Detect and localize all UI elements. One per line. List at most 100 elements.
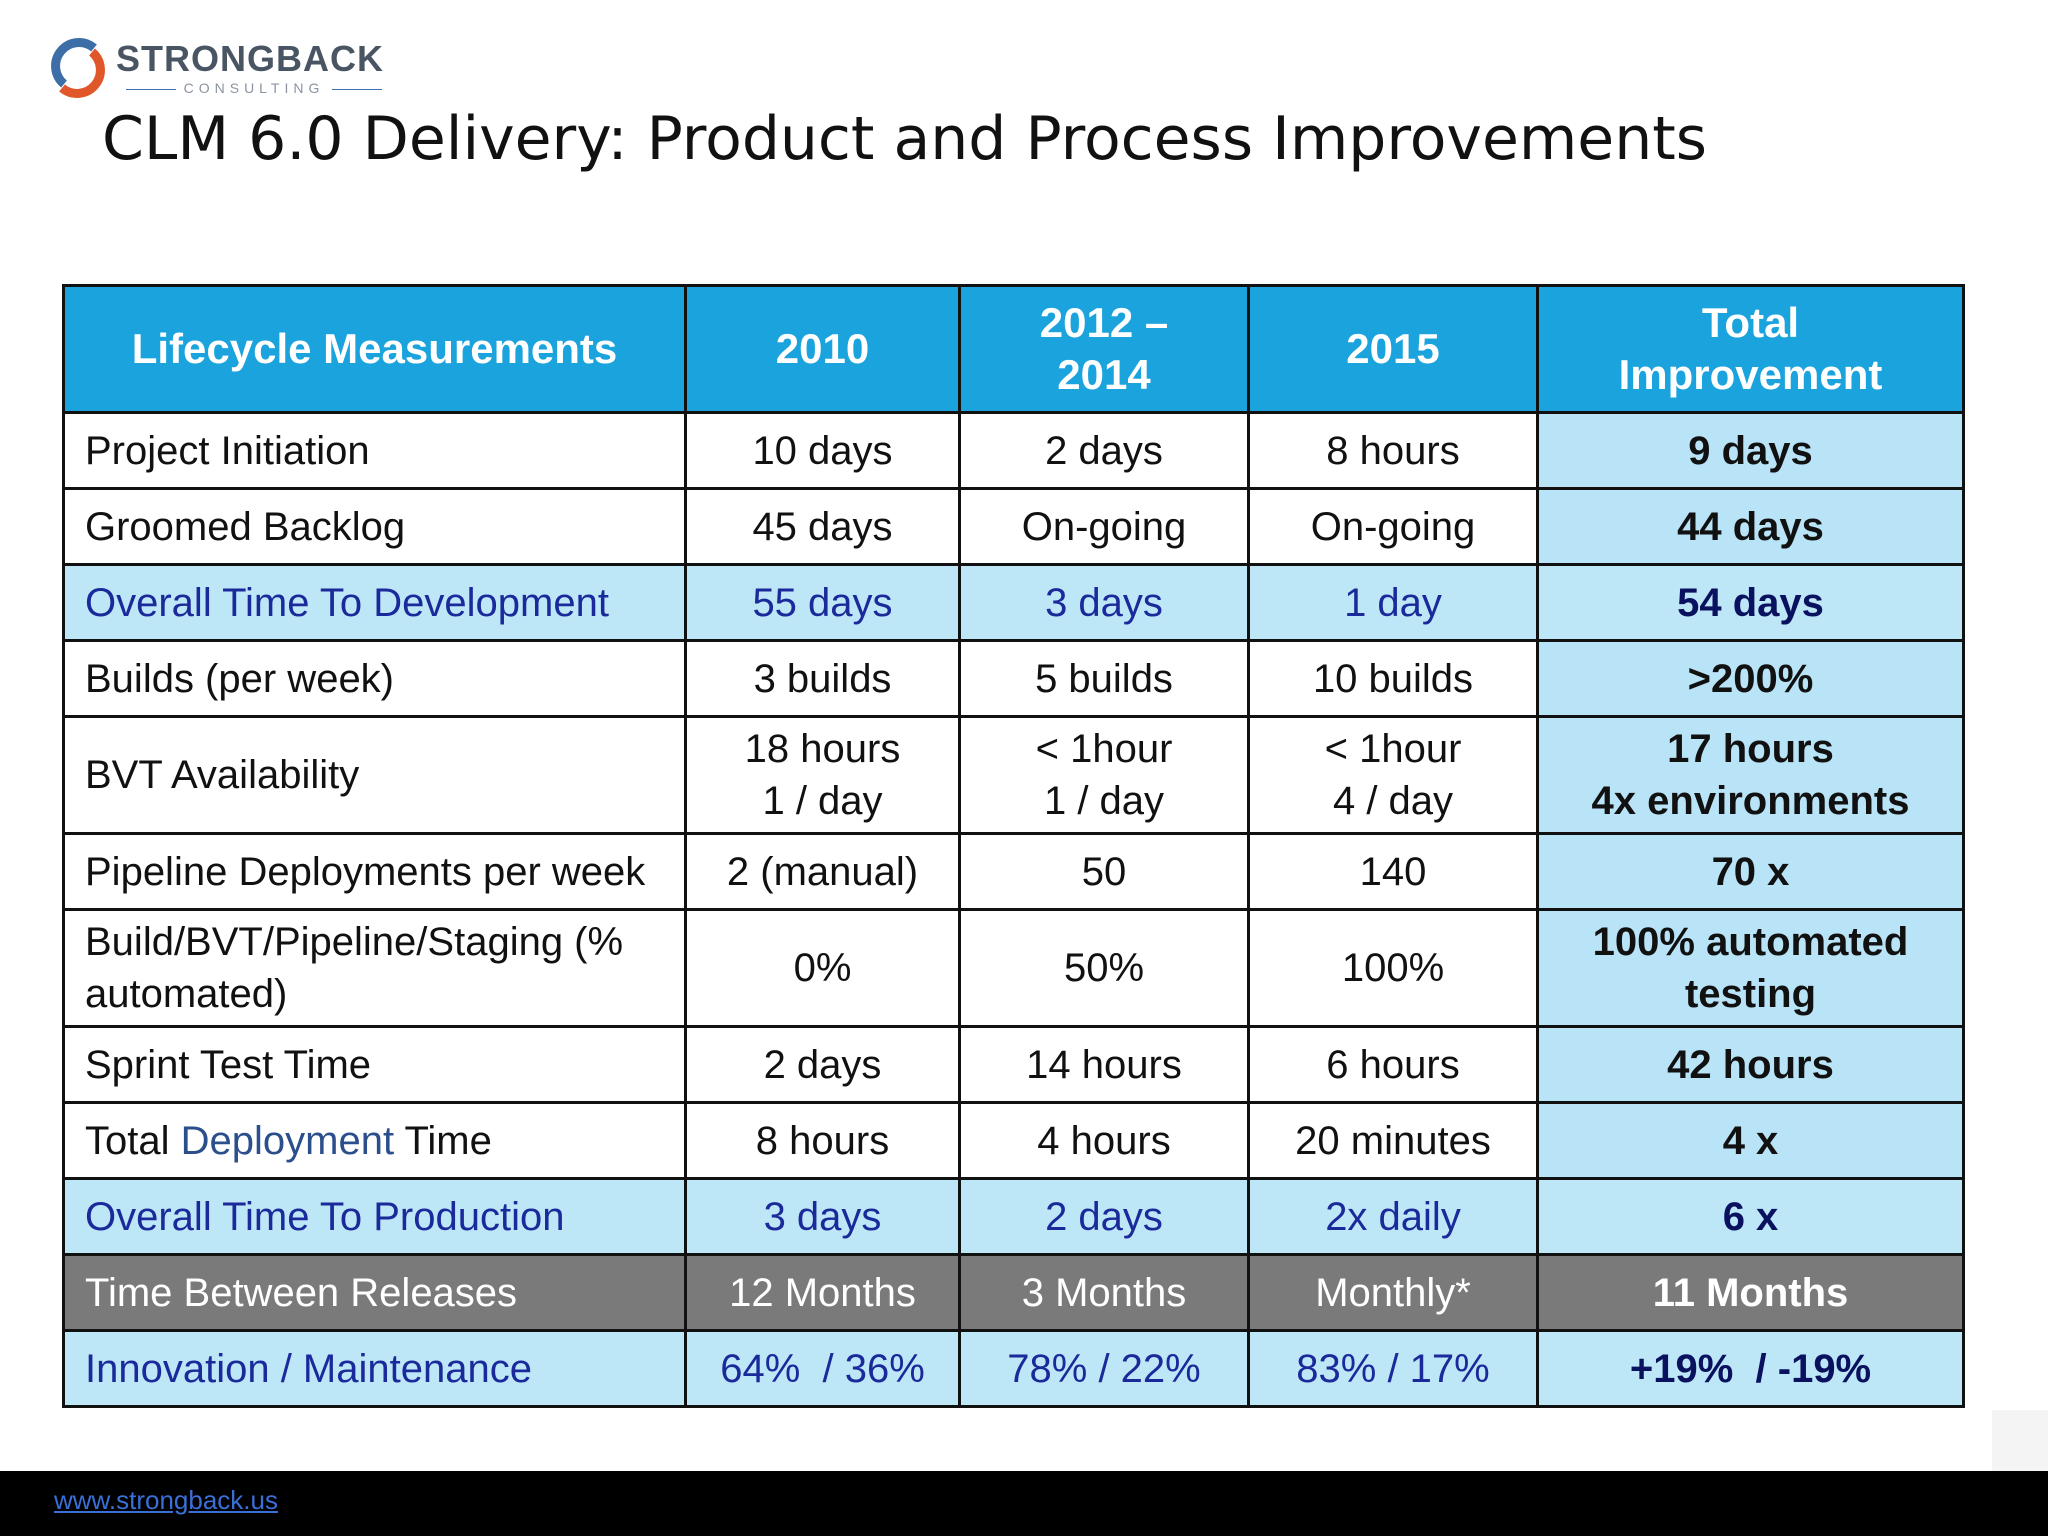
cell-2015: 140 xyxy=(1247,832,1539,911)
company-logo: STRONGBACK CONSULTING xyxy=(50,34,410,104)
cell-2015: 2x daily xyxy=(1247,1177,1539,1256)
cell-total: 100% automated testing xyxy=(1536,908,1965,1028)
logo-name: STRONGBACK xyxy=(116,38,384,79)
header-lifecycle: Lifecycle Measurements xyxy=(62,284,687,414)
footer-bar: www.strongback.us xyxy=(0,1471,2048,1536)
row-label: Overall Time To Development xyxy=(62,563,687,642)
row-label: BVT Availability xyxy=(62,715,687,835)
cell-total: 6 x xyxy=(1536,1177,1965,1256)
cell-2010: 18 hours 1 / day xyxy=(684,715,961,835)
cell-2015: < 1hour 4 / day xyxy=(1247,715,1539,835)
header-2012-2014-label: 2012 – 2014 xyxy=(1039,299,1169,398)
label-part: Total xyxy=(85,1118,170,1163)
strongback-logo-icon xyxy=(51,38,105,98)
header-total-improvement: Total Improvement xyxy=(1536,284,1965,414)
cell-total: 4 x xyxy=(1536,1101,1965,1180)
cell-2010: 12 Months xyxy=(684,1253,961,1332)
cell-2012-2014: 4 hours xyxy=(958,1101,1250,1180)
cell-2012-2014: 14 hours xyxy=(958,1025,1250,1104)
cell-2012-2014: 5 builds xyxy=(958,639,1250,718)
header-total-label: Total Improvement xyxy=(1618,299,1883,398)
cell-2015: Monthly* xyxy=(1247,1253,1539,1332)
table-row-highlight: Innovation / Maintenance 64% / 36% 78% /… xyxy=(62,1329,1965,1408)
cell-2015: 100% xyxy=(1247,908,1539,1028)
logo-subtitle: CONSULTING xyxy=(116,80,392,96)
cell-2015: 10 builds xyxy=(1247,639,1539,718)
label-part: Time xyxy=(404,1118,492,1163)
cell-2012-2014: 50 xyxy=(958,832,1250,911)
row-label: Total Deployment Time xyxy=(62,1101,687,1180)
table-row: Pipeline Deployments per week 2 (manual)… xyxy=(62,832,1965,911)
cell-2012-2014: 3 Months xyxy=(958,1253,1250,1332)
row-label: Sprint Test Time xyxy=(62,1025,687,1104)
table-row-highlight: Overall Time To Production 3 days 2 days… xyxy=(62,1177,1965,1256)
cell-2015: 6 hours xyxy=(1247,1025,1539,1104)
label-part-highlight: Deployment xyxy=(180,1118,395,1163)
cell-2015: 8 hours xyxy=(1247,411,1539,490)
cell-line: 18 hours xyxy=(744,727,901,771)
table-row: Builds (per week) 3 builds 5 builds 10 b… xyxy=(62,639,1965,718)
cell-line: 1 / day xyxy=(762,779,883,823)
cell-total: >200% xyxy=(1536,639,1965,718)
cell-2010: 3 builds xyxy=(684,639,961,718)
cell-2012-2014: 78% / 22% xyxy=(958,1329,1250,1408)
table-row: Total Deployment Time 8 hours 4 hours 20… xyxy=(62,1101,1965,1180)
cell-2010: 0% xyxy=(684,908,961,1028)
cell-line: 1 / day xyxy=(1043,779,1165,823)
cell-total: 44 days xyxy=(1536,487,1965,566)
cell-2012-2014: On-going xyxy=(958,487,1250,566)
cell-2010: 10 days xyxy=(684,411,961,490)
cell-total: 17 hours 4x environments xyxy=(1536,715,1965,835)
cell-total: 9 days xyxy=(1536,411,1965,490)
table-row: Groomed Backlog 45 days On-going On-goin… xyxy=(62,487,1965,566)
row-label: Project Initiation xyxy=(62,411,687,490)
cell-line: 17 hours xyxy=(1667,727,1834,771)
cell-2010: 2 (manual) xyxy=(684,832,961,911)
measurements-table: Lifecycle Measurements 2010 2012 – 2014 … xyxy=(62,284,1965,1408)
label-line: Build/BVT/Pipeline/Staging (% xyxy=(85,920,624,964)
cell-line: 4 / day xyxy=(1332,779,1454,823)
cell-line: 4x environments xyxy=(1591,779,1910,823)
row-label: Time Between Releases xyxy=(62,1253,687,1332)
cell-2010: 8 hours xyxy=(684,1101,961,1180)
cell-total: +19% / -19% xyxy=(1536,1329,1965,1408)
table-row: Build/BVT/Pipeline/Staging (% automated) … xyxy=(62,908,1965,1028)
cell-2015: On-going xyxy=(1247,487,1539,566)
table-row-gray: Time Between Releases 12 Months 3 Months… xyxy=(62,1253,1965,1332)
cell-2015: 1 day xyxy=(1247,563,1539,642)
row-label: Groomed Backlog xyxy=(62,487,687,566)
cell-2012-2014: 50% xyxy=(958,908,1250,1028)
row-label: Innovation / Maintenance xyxy=(62,1329,687,1408)
row-label: Builds (per week) xyxy=(62,639,687,718)
cell-line: < 1hour xyxy=(1324,727,1462,771)
cell-total: 70 x xyxy=(1536,832,1965,911)
slide-edge xyxy=(1992,1410,2048,1471)
header-2012-2014: 2012 – 2014 xyxy=(958,284,1250,414)
row-label: Pipeline Deployments per week xyxy=(62,832,687,911)
cell-total: 42 hours xyxy=(1536,1025,1965,1104)
page-title: CLM 6.0 Delivery: Product and Process Im… xyxy=(102,104,1708,174)
website-link[interactable]: www.strongback.us xyxy=(54,1485,278,1515)
cell-2015: 83% / 17% xyxy=(1247,1329,1539,1408)
table-row-highlight: Overall Time To Development 55 days 3 da… xyxy=(62,563,1965,642)
table-row: BVT Availability 18 hours 1 / day < 1hour… xyxy=(62,715,1965,835)
cell-2010: 45 days xyxy=(684,487,961,566)
label-line: automated) xyxy=(85,972,288,1016)
cell-total: 11 Months xyxy=(1536,1253,1965,1332)
cell-2010: 3 days xyxy=(684,1177,961,1256)
cell-2012-2014: 2 days xyxy=(958,411,1250,490)
cell-2010: 55 days xyxy=(684,563,961,642)
cell-2010: 2 days xyxy=(684,1025,961,1104)
header-2015: 2015 xyxy=(1247,284,1539,414)
cell-2012-2014: 3 days xyxy=(958,563,1250,642)
row-label: Build/BVT/Pipeline/Staging (% automated) xyxy=(62,908,687,1028)
cell-line: < 1hour xyxy=(1035,727,1173,771)
table-header-row: Lifecycle Measurements 2010 2012 – 2014 … xyxy=(62,284,1965,414)
cell-2012-2014: < 1hour 1 / day xyxy=(958,715,1250,835)
cell-line: 100% automated xyxy=(1592,920,1909,964)
table-row: Sprint Test Time 2 days 14 hours 6 hours… xyxy=(62,1025,1965,1104)
cell-2015: 20 minutes xyxy=(1247,1101,1539,1180)
row-label: Overall Time To Production xyxy=(62,1177,687,1256)
table-row: Project Initiation 10 days 2 days 8 hour… xyxy=(62,411,1965,490)
header-2010: 2010 xyxy=(684,284,961,414)
